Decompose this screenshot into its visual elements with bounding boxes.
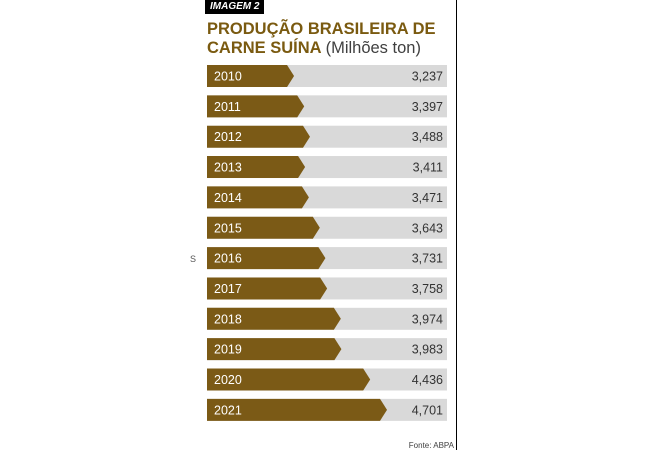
chart-title: PRODUÇÃO BRASILEIRA DE CARNE SUÍNA (Milh…	[207, 20, 447, 58]
category-label: 2021	[214, 403, 242, 417]
chart-title-text: PRODUÇÃO BRASILEIRA DE CARNE SUÍNA	[207, 20, 436, 57]
value-label: 4,701	[412, 403, 443, 417]
bar-2018	[207, 307, 341, 330]
category-label: 2020	[214, 373, 242, 387]
value-label: 3,411	[413, 161, 443, 175]
bar-2020	[207, 368, 371, 391]
bar-2015	[207, 216, 320, 239]
chart-unit: (Milhões ton)	[325, 39, 421, 57]
category-label: 2014	[214, 191, 242, 205]
category-label: 2019	[214, 343, 242, 357]
value-label: 3,643	[412, 221, 443, 235]
bar-2021	[207, 398, 388, 421]
bar-2010	[207, 65, 295, 87]
panel-border	[456, 0, 457, 450]
category-label: 2017	[214, 282, 242, 296]
category-label: 2010	[214, 70, 242, 84]
category-label: 2011	[214, 100, 241, 114]
bar-2012	[207, 125, 310, 148]
value-label: 3,397	[412, 100, 443, 114]
bar-2014	[207, 186, 309, 209]
value-label: 3,758	[412, 282, 443, 296]
value-label: 3,983	[412, 343, 443, 357]
category-label: 2015	[214, 221, 242, 235]
bar-2017	[207, 277, 328, 300]
bar-2019	[207, 338, 342, 361]
value-label: 3,471	[412, 191, 443, 205]
image-tag: IMAGEM 2	[205, 0, 265, 14]
value-label: 4,436	[412, 373, 443, 387]
side-mark: S	[190, 254, 197, 264]
category-label: 2013	[214, 161, 242, 175]
category-label: 2018	[214, 312, 242, 326]
category-label: 2012	[214, 130, 242, 144]
bar-2016	[207, 247, 326, 270]
bar-2013	[207, 156, 306, 179]
value-label: 3,237	[412, 70, 443, 84]
category-label: 2016	[214, 252, 242, 266]
value-label: 3,974	[412, 312, 443, 326]
bar-2011	[207, 95, 305, 118]
source-note: Fonte: ABPA	[408, 441, 454, 450]
value-label: 3,488	[412, 130, 443, 144]
value-label: 3,731	[412, 252, 443, 266]
